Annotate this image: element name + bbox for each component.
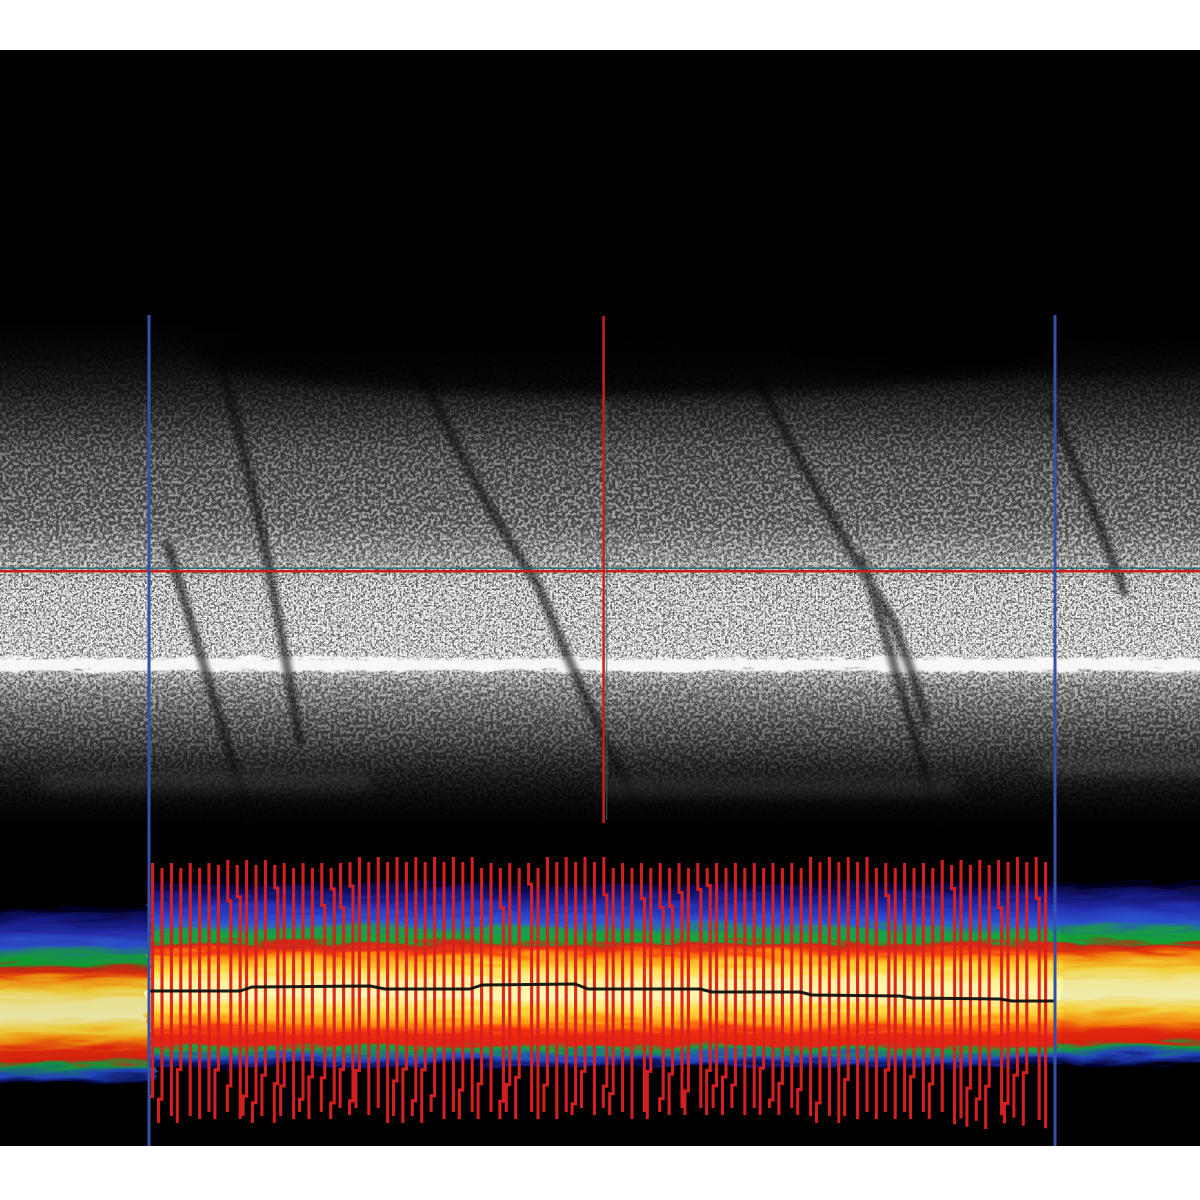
bscan-image [0,300,1200,836]
bottom-margin [0,1146,1200,1200]
spectrum-band-right [1054,879,1200,1061]
center-trace-line [149,982,1054,1003]
top-margin [0,0,1200,50]
bscan-bottom-fade [0,738,1200,836]
crosshair [0,316,1200,823]
specular-reflection-line [0,656,1200,669]
spectrum-band-left [0,904,152,1080]
top-dark-cloud [800,304,1200,376]
roi-markers [147,315,1057,1146]
fringe-marker-comb [147,857,1048,1129]
